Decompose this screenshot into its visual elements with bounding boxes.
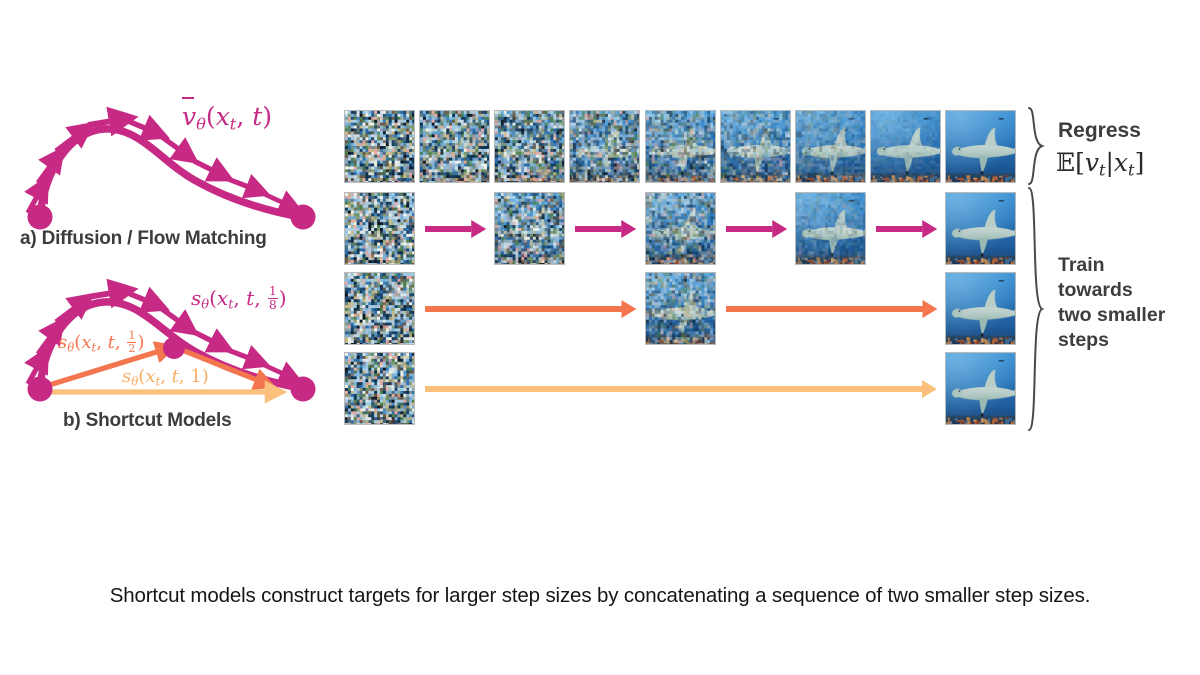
tile-row-two-steps-1 [644,272,716,345]
flow-arrow-chain [24,106,304,215]
tile-row-regress-1 [419,110,491,183]
regress-E: 𝔼 [1056,148,1076,177]
regress-bar: | [1105,148,1114,177]
shortcut-half-arrow-1 [45,341,178,389]
tile-row-regress-4 [644,110,716,183]
tile-row-four-steps-4 [945,192,1016,265]
flow-start-dot [27,204,53,230]
train-label: Train towards two smaller steps [1058,254,1166,351]
fb2-theta: θ [67,340,75,355]
panel-b-label: b) Shortcut Models [63,410,232,431]
fb2-symbol: s [58,332,68,354]
tile-row-four-steps-2 [644,192,716,265]
fb1-arg1: x [216,285,229,310]
flow-end-dot [290,204,316,230]
tile-row-four-steps-1 [494,192,566,265]
fb3-symbol: s [122,366,132,387]
fb3-arg1-sub: t [155,374,161,389]
shortcut-start-dot [27,376,53,402]
regress-v: v [1084,148,1099,177]
tile-row-regress-0 [344,110,415,183]
panel-b-formula-half: sθ(xt, t, 1 2) [58,329,145,355]
panel-b-formula-eighth: sθ(xt, t, 1 8) [191,283,287,313]
fb2-frac-den: 2 [128,341,136,355]
panel-b-formula-one: sθ(xt, t, 1) [122,366,209,389]
formula-a-comma: , [236,102,253,131]
image-grid [344,110,1016,425]
fb1-theta: θ [201,297,210,313]
figure-caption: Shortcut models construct targets for la… [109,584,1091,607]
panel-b-diagram [24,278,316,404]
formula-a-theta: θ [196,114,206,134]
arrow-row-four-steps-1 [575,219,637,238]
tile-row-four-steps-0 [344,192,415,265]
tile-row-regress-5 [719,110,791,183]
shortcut-mid-dot [163,337,185,359]
tile-row-two-steps-0 [344,272,415,345]
fb3-theta: θ [131,374,139,389]
shortcut-half-arrow-2 [181,347,277,390]
tile-row-regress-2 [494,110,566,183]
tile-row-regress-7 [869,110,941,183]
fb2-arg1: x [81,332,92,354]
fb1-arg1-sub: t [228,297,234,313]
panel-a-diagram [24,106,316,230]
tile-row-one-step-1 [945,352,1016,425]
formula-a-arg1-sub: t [229,114,237,134]
arrow-row-four-steps-3 [875,219,937,238]
bracket-train [1028,187,1045,431]
regress-formula: 𝔼[vt|xt] [1056,148,1144,180]
arrow-row-one-step-0 [425,379,937,398]
regress-title: Regress [1058,119,1141,142]
tile-row-regress-8 [945,110,1016,183]
bracket-regress [1028,107,1045,185]
fb2-frac-num: 1 [127,329,137,343]
formula-a-arg1: x [215,102,230,131]
formula-a-arg2: t [252,102,263,131]
arrow-row-two-steps-1 [725,299,937,318]
formula-a-close: ) [262,102,273,131]
fb2-arg2: t [107,332,115,354]
regress-close: ] [1134,148,1145,177]
regress-open: [ [1075,148,1085,177]
formula-a-open: ( [205,102,216,131]
tile-row-regress-3 [569,110,641,183]
regress-x-sub: t [1128,160,1135,180]
fb1-symbol: s [191,285,202,310]
shortcut-end-dot [290,376,316,402]
arrow-row-four-steps-0 [425,219,487,238]
fb1-arg2: t [246,285,255,310]
formula-a-symbol: v [182,102,197,131]
arrow-row-four-steps-2 [725,219,787,238]
regress-v-sub: t [1098,160,1106,180]
panel-a-label: a) Diffusion / Flow Matching [20,228,267,249]
tile-row-two-steps-2 [945,272,1016,345]
fb2-arg1-sub: t [91,340,97,355]
tile-row-regress-6 [794,110,866,183]
fb3-arg1: x [145,366,156,387]
fb3-arg3: 1 [190,366,202,387]
fb3-arg2: t [171,366,179,387]
tile-row-four-steps-3 [794,192,866,265]
panel-a-formula: v θ(xt, t) [182,96,273,134]
fb1-frac-num: 1 [267,283,278,299]
regress-x: x [1113,148,1129,177]
arrow-row-two-steps-0 [425,299,637,318]
tile-row-one-step-0 [344,352,415,425]
fb1-frac-den: 8 [268,296,277,312]
